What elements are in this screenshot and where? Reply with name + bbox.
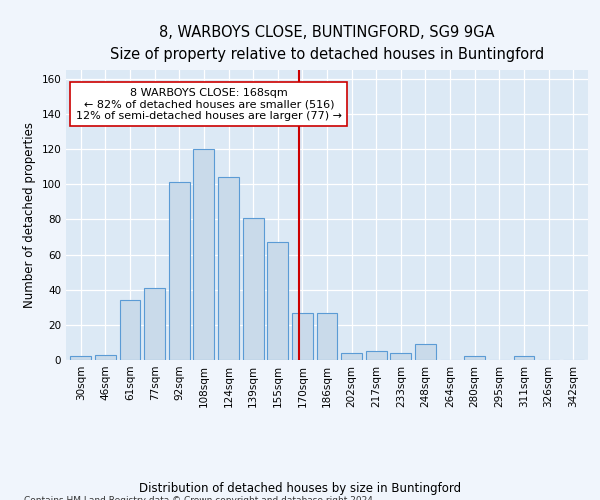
Bar bbox=[464, 356, 485, 360]
Bar bbox=[193, 149, 214, 360]
Bar bbox=[391, 353, 412, 360]
Bar bbox=[267, 242, 288, 360]
Bar bbox=[366, 351, 387, 360]
Bar bbox=[119, 300, 140, 360]
Bar bbox=[242, 218, 263, 360]
Title: 8, WARBOYS CLOSE, BUNTINGFORD, SG9 9GA
Size of property relative to detached hou: 8, WARBOYS CLOSE, BUNTINGFORD, SG9 9GA S… bbox=[110, 24, 544, 62]
Bar bbox=[341, 353, 362, 360]
Bar bbox=[70, 356, 91, 360]
Text: 8 WARBOYS CLOSE: 168sqm
← 82% of detached houses are smaller (516)
12% of semi-d: 8 WARBOYS CLOSE: 168sqm ← 82% of detache… bbox=[76, 88, 342, 121]
Text: Contains HM Land Registry data © Crown copyright and database right 2024.: Contains HM Land Registry data © Crown c… bbox=[24, 496, 376, 500]
Bar bbox=[292, 312, 313, 360]
Bar bbox=[169, 182, 190, 360]
Bar bbox=[218, 177, 239, 360]
Bar bbox=[514, 356, 535, 360]
Text: Distribution of detached houses by size in Buntingford: Distribution of detached houses by size … bbox=[139, 482, 461, 495]
Bar bbox=[317, 312, 337, 360]
Bar bbox=[415, 344, 436, 360]
Bar bbox=[95, 354, 116, 360]
Y-axis label: Number of detached properties: Number of detached properties bbox=[23, 122, 36, 308]
Bar bbox=[144, 288, 165, 360]
